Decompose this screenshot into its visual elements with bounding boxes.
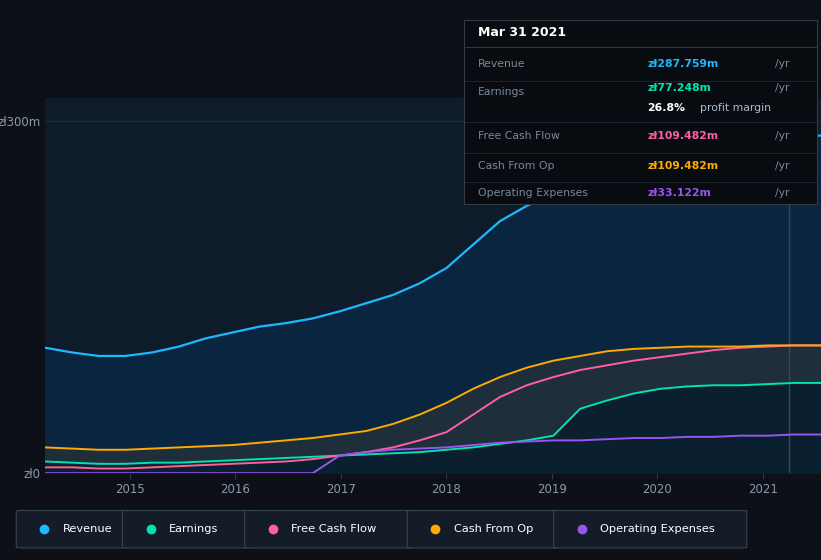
Text: zł77.248m: zł77.248m — [648, 83, 711, 93]
Text: Operating Expenses: Operating Expenses — [478, 188, 588, 198]
Text: /yr: /yr — [774, 83, 789, 93]
Text: /yr: /yr — [774, 161, 789, 171]
Text: profit margin: profit margin — [700, 103, 772, 113]
Text: Operating Expenses: Operating Expenses — [600, 524, 715, 534]
Text: Free Cash Flow: Free Cash Flow — [478, 131, 560, 141]
FancyBboxPatch shape — [407, 511, 560, 548]
FancyBboxPatch shape — [16, 511, 129, 548]
Text: zł33.122m: zł33.122m — [648, 188, 711, 198]
Text: Cash From Op: Cash From Op — [454, 524, 534, 534]
Text: /yr: /yr — [774, 59, 789, 69]
FancyBboxPatch shape — [245, 511, 414, 548]
Text: 26.8%: 26.8% — [648, 103, 686, 113]
Text: Mar 31 2021: Mar 31 2021 — [478, 26, 566, 39]
Text: Revenue: Revenue — [478, 59, 525, 69]
Text: zł109.482m: zł109.482m — [648, 161, 718, 171]
Text: /yr: /yr — [774, 188, 789, 198]
FancyBboxPatch shape — [122, 511, 251, 548]
Text: Earnings: Earnings — [478, 87, 525, 97]
Text: zł109.482m: zł109.482m — [648, 131, 718, 141]
Text: Cash From Op: Cash From Op — [478, 161, 554, 171]
Text: Earnings: Earnings — [169, 524, 218, 534]
Text: Free Cash Flow: Free Cash Flow — [291, 524, 377, 534]
Text: zł287.759m: zł287.759m — [648, 59, 718, 69]
Text: /yr: /yr — [774, 131, 789, 141]
Text: Revenue: Revenue — [63, 524, 112, 534]
FancyBboxPatch shape — [553, 511, 747, 548]
